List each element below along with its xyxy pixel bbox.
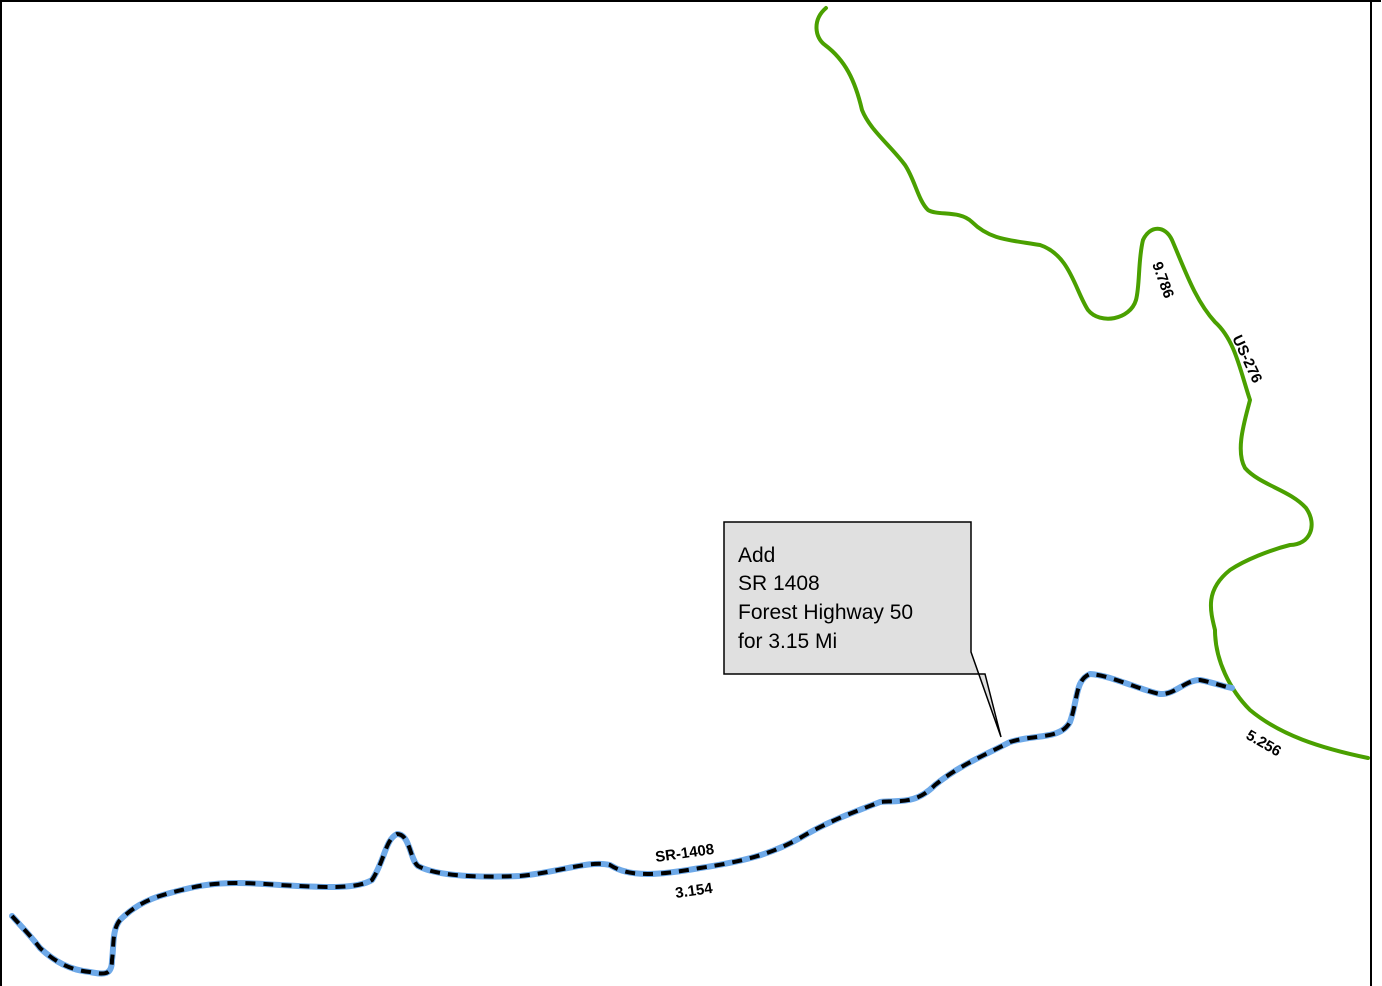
sr1408-name-label: SR-1408 — [654, 841, 715, 866]
callout: Add SR 1408 Forest Highway 50 for 3.15 M… — [723, 521, 1002, 738]
us276-road — [814, 6, 1370, 760]
us276-mileage-south-label: 5.256 — [1243, 727, 1284, 760]
us276-name-label: US-276 — [1228, 333, 1265, 386]
callout-line-3: Forest Highway 50 — [738, 601, 913, 624]
callout-line-1: Add — [738, 544, 775, 567]
callout-box — [723, 521, 1002, 738]
sr1408-road-dashes — [10, 672, 1233, 976]
us276-mileage-north-label: 9.786 — [1148, 260, 1177, 301]
sr1408-road-base — [9, 671, 1235, 977]
callout-line-2: SR 1408 — [738, 572, 820, 595]
sr1408-mileage-label: 3.154 — [674, 880, 714, 902]
callout-line-4: for 3.15 Mi — [738, 630, 837, 653]
